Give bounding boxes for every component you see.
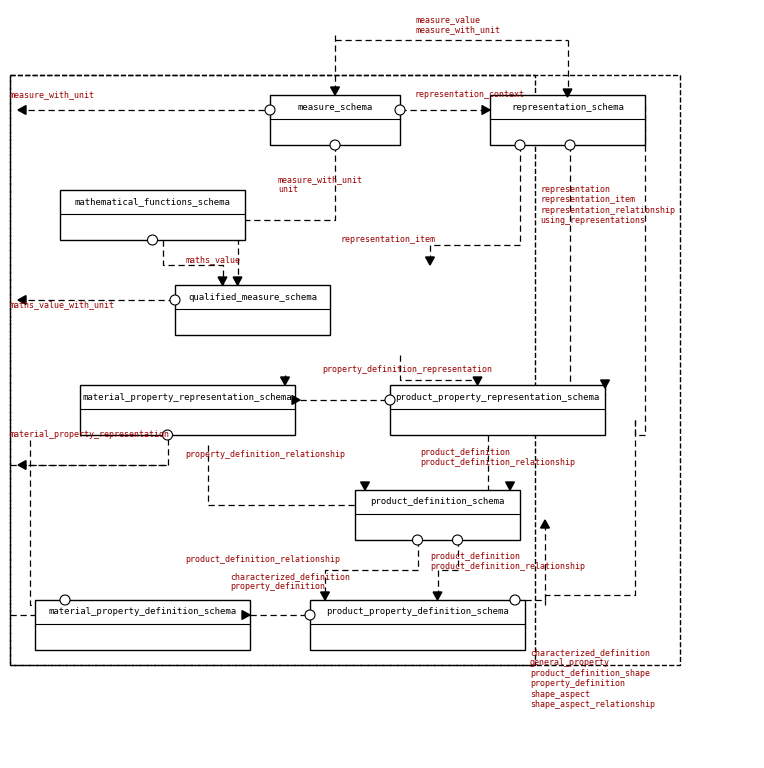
Text: mathematical_functions_schema: mathematical_functions_schema [75,197,231,207]
Bar [490,95,645,145]
Circle shape [265,105,275,115]
Text: measure_schema: measure_schema [297,102,373,111]
Text: product_definition
product_definition_relationship: product_definition product_definition_re… [420,448,575,468]
Circle shape [147,235,157,245]
Polygon shape [601,380,610,388]
Polygon shape [18,106,26,114]
Text: measure_value
measure_with_unit: measure_value measure_with_unit [415,15,500,35]
Text: product_property_representation_schema: product_property_representation_schema [396,392,600,402]
Polygon shape [361,482,370,490]
Polygon shape [563,89,572,97]
Text: maths_value_with_unit: maths_value_with_unit [10,300,115,309]
Polygon shape [541,520,549,528]
Text: representation_schema: representation_schema [511,102,624,111]
Polygon shape [482,106,490,114]
Bar [355,490,520,540]
Circle shape [385,395,395,405]
Bar [310,600,525,650]
Text: qualified_measure_schema: qualified_measure_schema [188,293,317,302]
Polygon shape [321,592,329,600]
Bar [270,95,400,145]
Text: material_property_representation_schema: material_property_representation_schema [83,392,293,402]
Text: material_property_representation: material_property_representation [10,430,170,439]
Text: measure_with_unit: measure_with_unit [10,90,95,99]
Circle shape [565,140,575,150]
Polygon shape [18,461,26,469]
Polygon shape [242,611,250,620]
Circle shape [305,610,315,620]
Circle shape [60,595,70,605]
Polygon shape [426,257,435,265]
Text: representation
representation_item
representation_relationship
using_representat: representation representation_item repre… [540,185,675,225]
Text: material_property_definition_schema: material_property_definition_schema [48,607,237,617]
Text: property_definition_representation: property_definition_representation [322,365,492,374]
Text: representation_item: representation_item [340,235,435,244]
Text: product_definition
product_definition_relationship: product_definition product_definition_re… [430,552,585,571]
Polygon shape [218,277,227,285]
Text: product_property_definition_schema: product_property_definition_schema [326,607,509,617]
Polygon shape [506,482,514,490]
Bar [60,190,245,240]
Text: product_definition_relationship: product_definition_relationship [185,555,340,564]
Text: product_definition_schema: product_definition_schema [371,498,505,507]
Circle shape [395,105,405,115]
Text: characterized_definition
general_property
product_definition_shape
property_defi: characterized_definition general_propert… [530,648,655,709]
Bar [175,285,330,335]
Bar [35,600,250,650]
Polygon shape [18,296,26,304]
Polygon shape [331,87,339,95]
Bar [390,385,605,435]
Circle shape [510,595,520,605]
Bar [10,75,680,665]
Text: representation_context: representation_context [415,90,525,99]
Text: maths_value: maths_value [185,255,240,264]
Polygon shape [473,377,482,385]
Text: characterized_definition
property_definition: characterized_definition property_defini… [230,572,350,591]
Circle shape [515,140,525,150]
Polygon shape [433,592,442,600]
Circle shape [330,140,340,150]
Circle shape [170,295,180,305]
Bar [10,75,535,665]
Polygon shape [233,277,242,285]
Polygon shape [292,396,300,405]
Bar [80,385,295,435]
Circle shape [452,535,462,545]
Circle shape [163,430,173,440]
Text: measure_with_unit
unit: measure_with_unit unit [278,175,363,194]
Polygon shape [280,377,290,385]
Text: property_definition_relationship: property_definition_relationship [185,450,345,459]
Circle shape [413,535,422,545]
